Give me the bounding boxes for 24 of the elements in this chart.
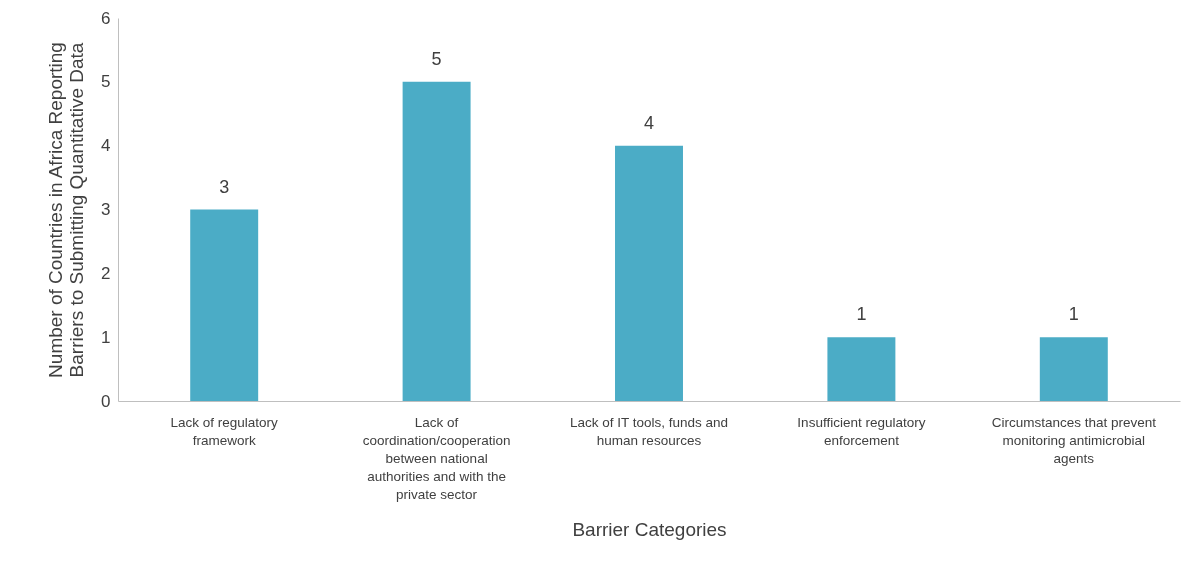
data-label: 1 — [1068, 304, 1079, 325]
bar — [615, 145, 683, 401]
x-tick-label: Circumstances that prevent monitoring antimicrobial agents — [991, 414, 1157, 466]
y-axis-title: Number of Countries in Africa Reporting Barriers to Submitting Quantitative Data — [45, 42, 88, 378]
y-tick-label: 0 — [101, 391, 111, 411]
y-tick-label: 6 — [101, 8, 111, 28]
x-axis-title: Barrier Categories — [572, 519, 727, 540]
x-tick-label: Lack of IT tools, funds and human resources — [569, 414, 729, 448]
data-label: 3 — [219, 176, 230, 197]
bar — [1039, 337, 1108, 401]
data-label: 1 — [856, 304, 867, 325]
y-tick-label: 4 — [101, 136, 111, 156]
x-tick-label: Lack of regulatory framework — [170, 414, 279, 448]
bar — [402, 81, 471, 401]
y-tick-label: 3 — [101, 200, 111, 219]
data-label: 4 — [643, 112, 655, 133]
y-tick-label: 5 — [101, 72, 111, 92]
x-tick-label: Lack of coordination/cooperation between national authorities and with the private sector — [362, 414, 511, 502]
data-label: 5 — [431, 48, 442, 69]
bar — [827, 337, 896, 401]
x-tick-label: Insufficient regulatory enforcement — [797, 414, 926, 448]
y-tick-label: 2 — [101, 263, 111, 283]
bar — [190, 209, 259, 401]
y-tick-label: 1 — [101, 327, 111, 347]
